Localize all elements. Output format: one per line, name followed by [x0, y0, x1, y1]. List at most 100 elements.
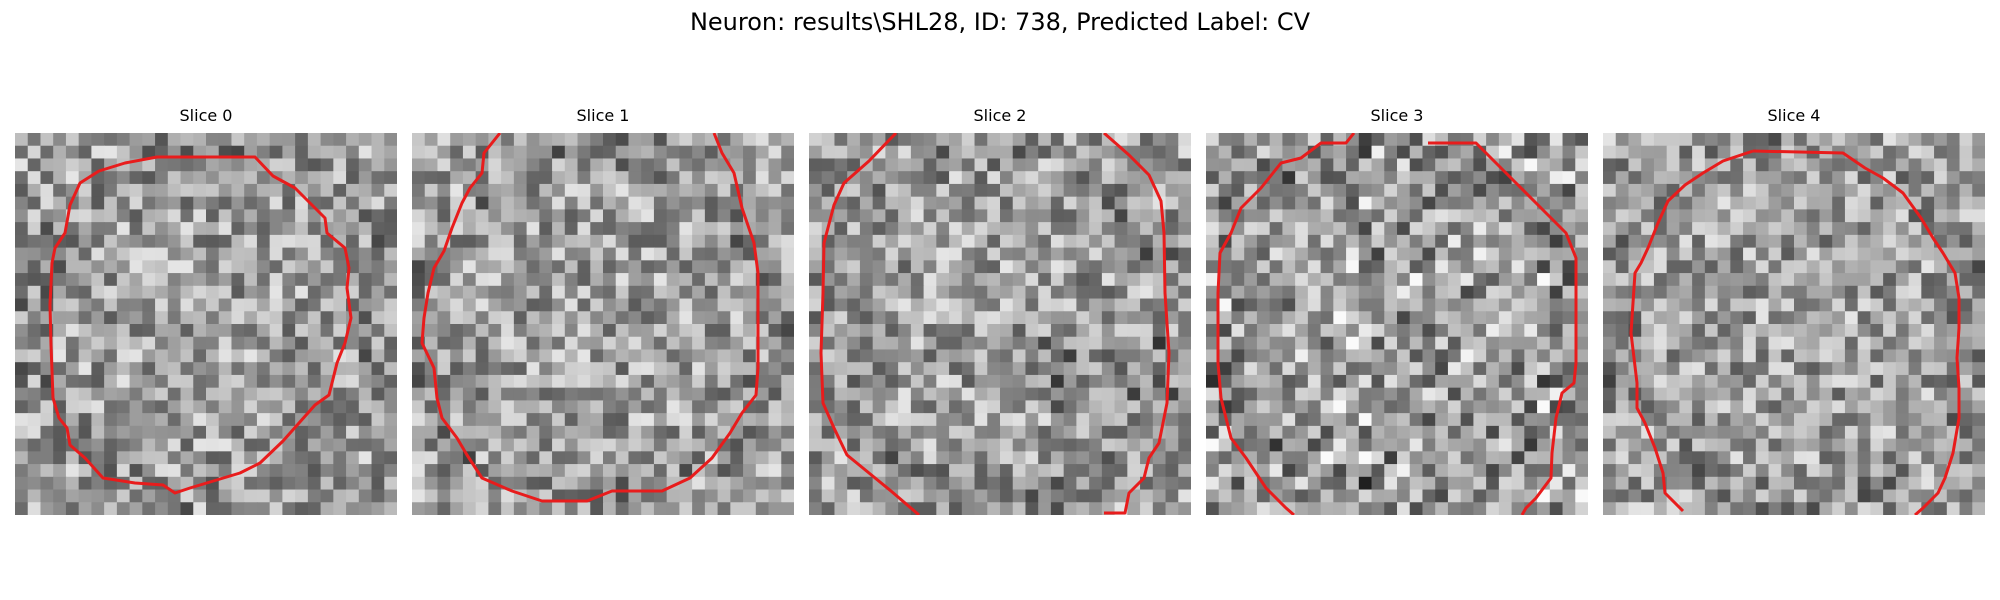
pixel: [539, 133, 553, 147]
pixel: [923, 413, 937, 427]
pixel: [1447, 183, 1462, 198]
pixel: [1422, 260, 1436, 274]
pixel: [1295, 247, 1309, 261]
pixel: [1473, 362, 1487, 376]
pixel: [885, 145, 899, 160]
pixel: [412, 311, 426, 325]
pixel: [1269, 183, 1283, 198]
pixel: [27, 387, 42, 401]
pixel: [91, 438, 105, 452]
pixel: [1178, 400, 1191, 414]
pixel: [615, 260, 630, 274]
pixel: [717, 133, 731, 147]
pixel: [539, 502, 553, 515]
pixel: [488, 298, 502, 312]
pixel: [218, 222, 233, 236]
pixel: [129, 400, 143, 414]
pixel: [1384, 438, 1398, 452]
pixel: [1806, 133, 1821, 147]
pixel: [91, 260, 105, 274]
pixel: [78, 489, 92, 503]
pixel: [1460, 413, 1474, 427]
pixel: [1295, 451, 1309, 465]
pixel: [1730, 222, 1744, 236]
pixel: [628, 234, 642, 249]
pixel: [564, 183, 579, 198]
pixel: [1295, 413, 1309, 427]
pixel: [1498, 425, 1513, 440]
pixel: [1371, 413, 1385, 427]
pixel: [1575, 260, 1588, 274]
pixel: [142, 387, 156, 401]
pixel: [628, 311, 642, 325]
pixel: [1537, 324, 1551, 338]
pixel: [371, 413, 385, 427]
pixel: [1549, 476, 1564, 491]
pixel: [1615, 171, 1630, 185]
pixel: [1641, 451, 1655, 465]
pixel: [1959, 260, 1973, 274]
pixel: [1000, 171, 1014, 185]
pixel: [142, 171, 156, 185]
pixel: [885, 336, 899, 351]
pixel: [424, 336, 439, 351]
pixel: [1397, 374, 1411, 389]
pixel: [590, 234, 604, 249]
pixel: [1781, 362, 1795, 376]
pixel: [1959, 413, 1973, 427]
pixel: [936, 183, 950, 198]
pixel: [577, 425, 591, 440]
pixel: [1447, 400, 1462, 414]
pixel: [1959, 451, 1973, 465]
pixel: [206, 464, 220, 478]
pixel: [371, 298, 385, 312]
pixel: [116, 234, 131, 249]
pixel: [834, 374, 848, 389]
pixel: [679, 196, 693, 210]
pixel: [1206, 133, 1220, 147]
pixel: [256, 285, 271, 300]
pixel: [1231, 387, 1245, 401]
pixel: [1794, 425, 1808, 440]
pixel: [923, 222, 937, 236]
pixel: [1959, 273, 1973, 287]
pixel: [1895, 387, 1910, 401]
pixel: [628, 489, 642, 503]
pixel: [1231, 362, 1245, 376]
pixel: [1615, 133, 1630, 147]
pixel: [1206, 362, 1220, 376]
pixel: [1140, 273, 1154, 287]
pixel: [15, 425, 29, 440]
pixel: [641, 298, 655, 312]
pixel: [898, 209, 912, 223]
pixel: [809, 349, 823, 363]
pixel: [1346, 425, 1360, 440]
pixel: [1178, 362, 1191, 376]
pixel: [1346, 464, 1360, 478]
pixel: [526, 209, 540, 223]
pixel: [1012, 489, 1027, 503]
pixel: [743, 133, 757, 147]
pixel: [1038, 489, 1052, 503]
pixel: [1511, 464, 1525, 478]
pixel: [358, 464, 373, 478]
pixel: [974, 451, 988, 465]
pixel: [653, 285, 668, 300]
pixel: [1486, 413, 1500, 427]
pixel: [1063, 489, 1077, 503]
pixel: [1025, 464, 1039, 478]
pixel: [1231, 247, 1245, 261]
pixel: [1959, 171, 1973, 185]
pixel: [1486, 349, 1500, 363]
pixel: [1206, 400, 1220, 414]
pixel: [488, 260, 502, 274]
pixel: [885, 133, 899, 147]
pixel: [1857, 183, 1871, 198]
pixel: [1473, 336, 1487, 351]
pixel: [167, 158, 182, 172]
pixel: [910, 196, 925, 210]
pixel: [231, 171, 245, 185]
pixel: [615, 451, 630, 465]
pixel: [768, 273, 782, 287]
pixel: [923, 400, 937, 414]
